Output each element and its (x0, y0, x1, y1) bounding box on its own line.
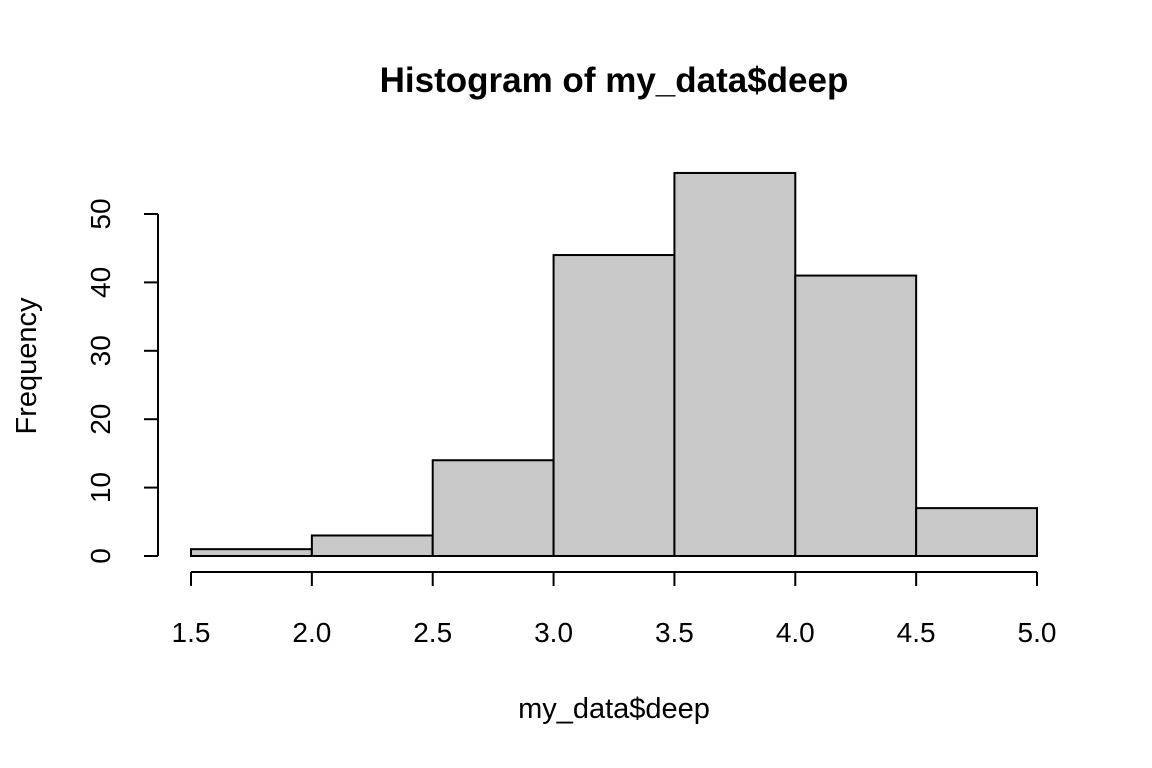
chart-title: Histogram of my_data$deep (380, 61, 849, 100)
histogram-bar (310, 534, 434, 557)
y-tick-label: 10 (85, 472, 116, 503)
y-tick-label: 20 (85, 404, 116, 435)
y-axis: 0 10 20 30 40 50 (85, 198, 159, 564)
histogram-bar (794, 274, 918, 557)
x-axis-label: my_data$deep (518, 693, 710, 725)
x-tick-label: 3.5 (655, 617, 694, 648)
histogram-bar (915, 507, 1039, 557)
histogram-bar (190, 548, 313, 557)
x-axis: 1.5 2.0 2.5 3.0 3.5 4.0 4.5 5.0 (172, 571, 1057, 648)
y-tick-label: 30 (85, 335, 116, 366)
x-tick-label: 5.0 (1018, 617, 1057, 648)
bars-group (190, 171, 1039, 558)
x-tick-label: 1.5 (172, 617, 211, 648)
y-tick-label: 50 (85, 198, 116, 229)
x-tick-label: 2.5 (413, 617, 452, 648)
x-tick-label: 2.0 (292, 617, 331, 648)
x-tick-label: 4.0 (776, 617, 815, 648)
y-tick-label: 40 (85, 267, 116, 298)
histogram-bar (673, 171, 797, 558)
x-tick-label: 4.5 (897, 617, 936, 648)
histogram-bar (431, 459, 555, 557)
x-tick-label: 3.0 (534, 617, 573, 648)
y-tick-label: 0 (85, 548, 116, 564)
histogram-bar (552, 254, 676, 557)
y-axis-label: Frequency (11, 297, 43, 435)
